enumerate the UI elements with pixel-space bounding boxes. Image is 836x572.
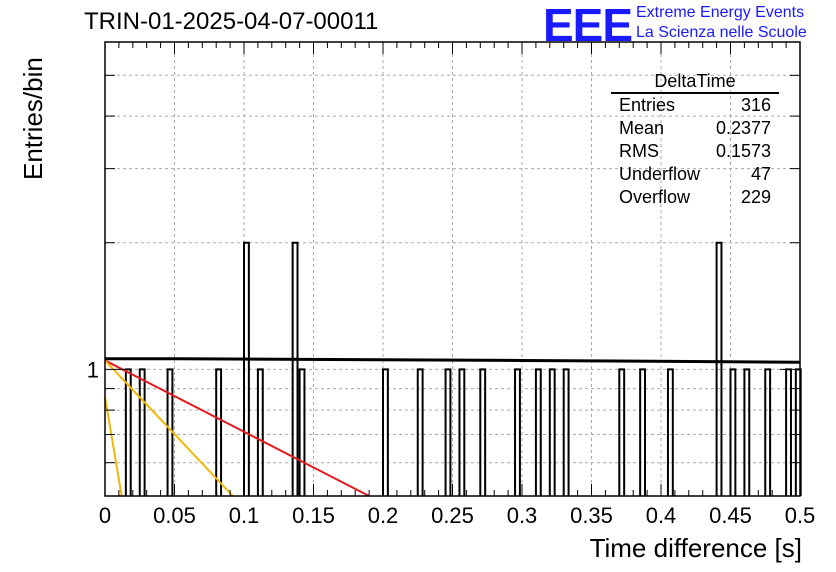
histogram-bin (514, 368, 521, 496)
stats-label: Underflow (619, 164, 701, 184)
chart-title: TRIN-01-2025-04-07-00011 (84, 8, 379, 35)
x-tick-label: 0.1 (229, 503, 260, 528)
fit-curves (104, 357, 801, 497)
histogram-bin (562, 368, 570, 496)
stats-value: 0.2377 (715, 118, 771, 138)
histogram-bin (416, 368, 424, 496)
y-axis-label: Entries/bin (18, 57, 48, 180)
histogram-bars (124, 241, 802, 496)
histogram-bin (729, 368, 737, 496)
x-tick-label: 0 (99, 503, 111, 528)
logo-line-2: La Scienza nelle Scuole (636, 24, 807, 41)
x-tick-label: 0.45 (709, 503, 752, 528)
stats-row-overflow: Overflow 229 (611, 186, 779, 209)
axes (104, 41, 801, 497)
histogram-bin (548, 368, 556, 496)
histogram-bin (764, 368, 772, 496)
tick-labels: 0 0.05 0.1 0.15 0.2 0.25 0.3 0.35 0.4 0.45 0.5 1 (87, 357, 816, 528)
histogram-bin (534, 368, 542, 496)
x-tick-label: 0.05 (153, 503, 196, 528)
histogram-bin (479, 368, 487, 496)
histogram-bin (743, 368, 751, 496)
x-tick-label: 0.4 (646, 503, 677, 528)
stats-row-mean: Mean 0.2377 (611, 117, 779, 140)
histogram-bin (243, 241, 250, 496)
x-tick-label: 0.35 (570, 503, 613, 528)
histogram-bin (382, 368, 389, 496)
stats-value: 229 (740, 187, 771, 207)
logo-line-1: Extreme Energy Events (636, 4, 805, 21)
histogram-bin (166, 368, 174, 496)
histogram-bin (256, 368, 264, 496)
stats-value: 47 (750, 164, 771, 184)
histogram-bin (291, 241, 299, 496)
stats-label: Entries (619, 95, 676, 115)
stats-label: RMS (619, 141, 659, 161)
stats-label: Overflow (619, 187, 691, 207)
histogram-bin (639, 368, 647, 496)
fit-curve (104, 396, 123, 497)
y-tick-label: 1 (87, 357, 99, 382)
histogram-bin (298, 368, 306, 496)
stats-value: 316 (740, 95, 771, 115)
x-tick-label: 0.2 (368, 503, 399, 528)
x-tick-label: 0.5 (785, 503, 816, 528)
histogram-bin (618, 368, 626, 496)
x-tick-label: 0.15 (292, 503, 335, 528)
x-tick-label: 0.3 (507, 503, 538, 528)
histogram-bin (715, 241, 723, 496)
histogram-bin (666, 368, 674, 496)
fit-curve (104, 359, 234, 497)
histogram-bin (444, 368, 452, 496)
histogram-bin (215, 368, 223, 496)
fit-curve (104, 359, 370, 497)
eee-logo: EEE (543, 0, 633, 51)
x-axis-label: Time difference [s] (589, 533, 802, 563)
stats-value: 0.1573 (715, 141, 771, 161)
histogram-bin (458, 368, 466, 496)
stats-row-underflow: Underflow 47 (611, 163, 779, 186)
stats-label: Mean (619, 118, 665, 138)
stats-row-entries: Entries 316 (611, 94, 779, 117)
x-tick-label: 0.25 (431, 503, 474, 528)
stats-title: DeltaTime (611, 70, 779, 94)
histogram-bin (138, 368, 146, 496)
stats-row-rms: RMS 0.1573 (611, 140, 779, 163)
stats-box: DeltaTime Entries 316 Mean 0.2377 RMS 0.157… (611, 70, 779, 209)
fit-curve (105, 357, 801, 364)
histogram-bin (124, 368, 132, 496)
